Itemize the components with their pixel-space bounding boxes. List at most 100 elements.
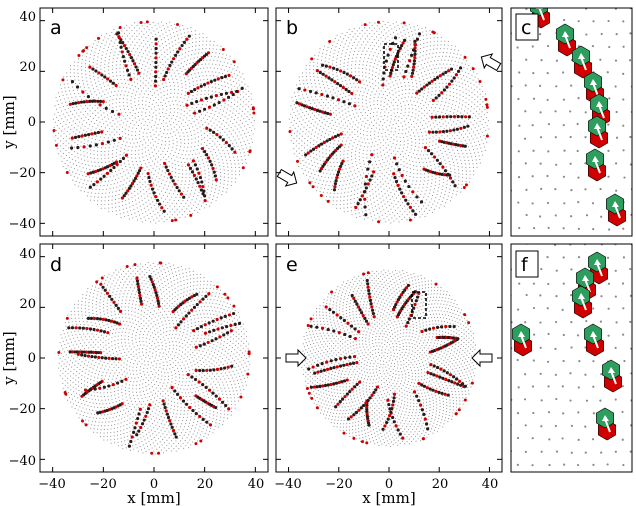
lattice-point	[169, 96, 171, 98]
lattice-point	[71, 83, 73, 85]
lattice-point	[202, 124, 204, 126]
lattice-point	[146, 136, 148, 138]
lattice-point	[444, 59, 446, 61]
lattice-point	[410, 196, 412, 198]
lattice-point	[217, 158, 219, 160]
lattice-point	[140, 191, 142, 193]
lattice-point	[374, 93, 376, 95]
lattice-point	[339, 93, 341, 96]
lattice-point	[97, 56, 99, 58]
lattice-point	[77, 177, 79, 179]
lattice-point	[163, 176, 165, 178]
lattice-point	[405, 75, 407, 77]
lattice-point	[157, 64, 159, 66]
lattice-point	[112, 191, 114, 193]
lattice-point	[441, 101, 443, 103]
lattice-point	[425, 66, 427, 68]
lattice-point	[447, 44, 449, 46]
lattice-point	[393, 134, 395, 136]
edge-defect-point	[139, 21, 143, 25]
defect-point	[126, 49, 130, 54]
lattice-point	[376, 56, 378, 58]
lattice-point	[457, 110, 459, 112]
lattice-point	[413, 100, 415, 102]
defect-point	[198, 109, 202, 113]
lattice-point	[450, 185, 452, 187]
lattice-point	[440, 161, 442, 163]
lattice-point	[323, 127, 325, 129]
lattice-point	[191, 142, 193, 144]
lattice-point	[69, 64, 72, 67]
lattice-point	[168, 78, 170, 80]
lattice-point	[425, 123, 427, 125]
lattice-point	[191, 207, 193, 209]
lattice-point	[395, 96, 397, 98]
lattice-point	[416, 101, 418, 103]
lattice-point	[168, 115, 170, 117]
lattice-point	[319, 179, 321, 181]
lattice-point	[128, 180, 130, 182]
lattice-point	[307, 135, 309, 137]
lattice-point	[219, 143, 221, 145]
lattice-point	[236, 128, 238, 130]
lattice-point	[348, 146, 350, 148]
defect-point	[176, 50, 180, 54]
lattice-point	[112, 87, 114, 89]
lattice-point	[387, 144, 389, 146]
lattice-point	[95, 127, 97, 129]
lattice-point	[175, 119, 177, 121]
lattice-point	[328, 169, 330, 171]
lattice-point	[328, 88, 330, 90]
lattice-point	[111, 156, 113, 158]
lattice-point	[215, 164, 217, 166]
lattice-point	[311, 172, 313, 174]
lattice-point	[340, 127, 342, 129]
lattice-point	[391, 217, 393, 219]
lattice-point	[143, 93, 145, 95]
lattice-point	[212, 176, 214, 178]
lattice-point	[329, 122, 331, 125]
lattice-point	[171, 167, 173, 169]
lattice-point	[143, 139, 145, 141]
lattice-point	[231, 170, 233, 172]
lattice-point	[355, 147, 357, 149]
lattice-point	[340, 120, 342, 122]
lattice-point	[185, 121, 187, 123]
lattice-point	[367, 109, 369, 112]
lattice-point	[325, 149, 327, 151]
lattice-point	[200, 107, 202, 109]
lattice-point	[195, 186, 198, 188]
lattice-point	[322, 180, 325, 182]
lattice-point	[475, 81, 477, 83]
lattice-point	[108, 196, 110, 198]
lattice-point	[369, 101, 371, 103]
lattice-point	[116, 31, 118, 33]
lattice-point	[184, 36, 186, 38]
lattice-point	[101, 54, 103, 56]
lattice-point	[74, 142, 76, 144]
defect-point	[200, 180, 204, 184]
lattice-point	[205, 104, 207, 106]
lattice-point	[119, 75, 121, 77]
lattice-point	[162, 108, 164, 110]
defect-point	[207, 105, 212, 109]
lattice-point	[435, 86, 437, 88]
lattice-point	[180, 97, 182, 99]
lattice-point	[425, 54, 427, 56]
lattice-point	[186, 107, 188, 110]
defect-point	[76, 145, 80, 150]
lattice-point	[346, 125, 348, 127]
lattice-point	[362, 79, 364, 81]
lattice-point	[160, 39, 162, 41]
lattice-point	[119, 209, 121, 211]
lattice-point	[100, 87, 102, 89]
lattice-point	[451, 60, 453, 62]
defect-point	[88, 99, 92, 103]
lattice-point	[140, 209, 142, 211]
lattice-point	[343, 46, 345, 48]
lattice-point	[472, 138, 474, 140]
lattice-point	[361, 53, 363, 55]
lattice-point	[438, 82, 440, 84]
lattice-point	[358, 86, 360, 88]
lattice-point	[462, 137, 465, 139]
